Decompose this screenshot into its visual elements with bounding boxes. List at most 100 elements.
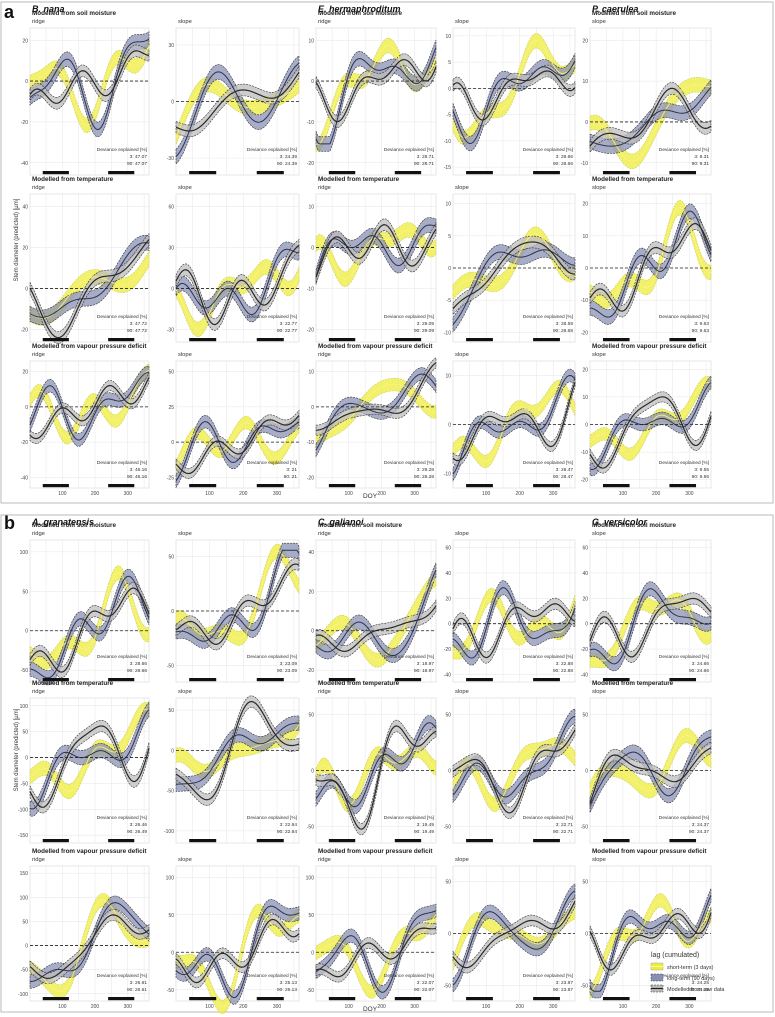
short-term-line (29, 899, 150, 992)
subplot-b-2-2: ridge -50 0 50 100 100 200 300 Deviance explaine… (306, 857, 437, 1010)
long-term-line (29, 242, 150, 318)
season-bar (602, 171, 630, 175)
panel-letter: a (4, 2, 15, 22)
x-tick-label: 100 (482, 1004, 491, 1010)
y-tick-label: 100 (20, 704, 29, 710)
row-title: Modelled from soil moisture (318, 10, 402, 17)
subplot-a-0-0: ridge -40 -20 0 20 Deviance explained [%]3: 4… (21, 19, 150, 176)
y-tick-label: 60 (445, 546, 451, 552)
long-term-band (589, 581, 712, 672)
y-tick-label: 25 (168, 405, 174, 411)
raw-data-line (589, 87, 712, 147)
y-tick-label: 10 (308, 38, 314, 44)
raw-data-line (315, 58, 437, 123)
long-term-line (589, 210, 712, 318)
subplot-a-1-1: slope -30 0 30 60 Deviance explained [%]3: 22… (167, 185, 300, 343)
panel-b: b Stem diameter (predicted) [µm] DOY A. gra… (0, 513, 774, 1014)
short-term-line (29, 709, 150, 792)
season-bar (42, 171, 69, 175)
season-bar (108, 171, 135, 175)
x-tick-label: 300 (549, 491, 558, 497)
x-axis-label: DOY (363, 493, 378, 500)
short-term-band (175, 903, 300, 1014)
deviance-title: Deviance explained [%] (247, 147, 297, 153)
season-bar (42, 839, 69, 843)
y-tick-label: -50 (581, 983, 588, 989)
raw-data-band (452, 722, 576, 819)
short-term-line (175, 84, 300, 138)
raw-data-line (589, 222, 712, 312)
site-label: ridge (32, 531, 45, 537)
long-term-line (452, 60, 576, 145)
deviance-value-90: 90: 24.25 (689, 987, 709, 993)
deviance-title: Deviance explained [%] (384, 654, 434, 660)
y-tick-label: 5 (448, 234, 451, 240)
species-name: G. versicolor (592, 517, 648, 527)
y-tick-label: 0 (171, 100, 174, 106)
season-bar (189, 997, 217, 1001)
deviance-value-3: 3: 22.77 (280, 321, 298, 327)
site-label: ridge (318, 185, 331, 191)
y-tick-label: 0 (25, 79, 28, 85)
y-tick-label: -150 (18, 833, 28, 839)
subplot-b-1-0: ridge -150 -100 -50 0 50 100 Deviance explained… (18, 689, 150, 844)
short-term-line (452, 40, 576, 139)
y-tick-label: 0 (448, 266, 451, 272)
site-label: ridge (318, 352, 331, 358)
y-tick-label: 0 (171, 950, 174, 956)
deviance-value-90: 90: 9.63 (692, 328, 710, 334)
row-title: Modelled from temperature (318, 680, 400, 687)
season-bar (108, 678, 135, 682)
y-tick-label: 0 (448, 622, 451, 628)
deviance-title: Deviance explained [%] (523, 973, 573, 979)
long-term-band (589, 888, 712, 999)
y-tick-label: 50 (22, 589, 28, 595)
y-tick-label: 0 (25, 405, 28, 411)
row-title: Modelled from vapour pressure deficit (318, 343, 433, 350)
raw-data-line (29, 914, 150, 979)
season-bar (669, 997, 697, 1001)
legend-label-raw: Modelled from raw data (667, 987, 725, 993)
deviance-title: Deviance explained [%] (384, 147, 434, 153)
y-tick-label: 20 (308, 589, 314, 595)
short-term-line (315, 229, 437, 280)
deviance-value-90: 90: 21 (284, 474, 298, 480)
long-term-line (175, 722, 300, 785)
y-tick-label: 0 (311, 950, 314, 956)
y-tick-label: 0 (25, 756, 28, 762)
deviance-value-3: 3: 24.37 (692, 822, 710, 828)
raw-data-line (29, 377, 150, 440)
subplot-a-1-3: slope -10 -5 0 5 10 Deviance explained [%]3: 2… (444, 185, 576, 343)
deviance-value-90: 90: 22.71 (553, 829, 573, 835)
deviance-title: Deviance explained [%] (384, 973, 434, 979)
x-tick-label: 100 (344, 491, 353, 497)
raw-data-line (452, 603, 576, 659)
row-title: Modelled from vapour pressure deficit (318, 848, 433, 855)
species-name: C. galianoi (318, 517, 364, 527)
short-term-line (175, 550, 300, 639)
y-tick-label: 0 (585, 622, 588, 628)
raw-data-band (452, 376, 576, 467)
x-tick-label: 200 (516, 1004, 525, 1010)
season-bar (256, 839, 284, 843)
short-term-line (315, 384, 437, 443)
y-tick-label: -25 (167, 475, 174, 481)
raw-data-line (29, 50, 150, 104)
raw-data-band (29, 44, 150, 110)
subplot-b-2-0: ridge -100 -50 0 50 100 150 100 200 300 Deviance e… (18, 857, 150, 1010)
deviance-value-3: 3: 28.71 (417, 154, 435, 160)
y-tick-label: -40 (21, 475, 28, 481)
site-label: slope (178, 352, 192, 358)
raw-data-band (175, 409, 300, 479)
y-tick-label: 20 (22, 245, 28, 251)
raw-data-band (315, 599, 437, 658)
season-bar (394, 678, 422, 682)
season-bar (533, 484, 560, 488)
y-tick-label: -50 (307, 988, 314, 994)
y-tick-label: 0 (311, 79, 314, 85)
raw-data-line (315, 362, 437, 431)
y-tick-label: 100 (20, 550, 29, 556)
x-tick-label: 100 (344, 1004, 353, 1010)
deviance-value-90: 90: 29.28 (414, 474, 434, 480)
